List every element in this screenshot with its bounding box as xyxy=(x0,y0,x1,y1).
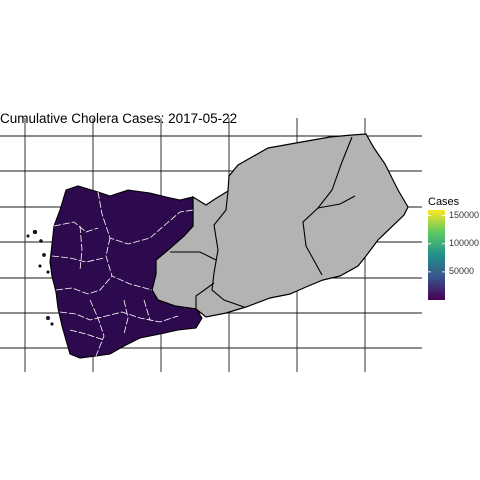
map-title: Cumulative Cholera Cases: 2017-05-22 xyxy=(0,111,238,126)
legend-label: 50000 xyxy=(449,265,475,276)
border-line xyxy=(211,190,245,308)
legend-title: Cases xyxy=(428,196,460,208)
border-line xyxy=(123,299,129,335)
island xyxy=(46,316,50,320)
island xyxy=(32,229,38,235)
legend-colorbar xyxy=(428,210,445,300)
island xyxy=(26,234,30,238)
border-line xyxy=(97,191,194,245)
border-line xyxy=(51,255,105,263)
border-line xyxy=(79,225,83,271)
legend-label: 150000 xyxy=(449,209,480,220)
border-line xyxy=(195,282,215,309)
border-line xyxy=(317,195,356,209)
island xyxy=(39,239,43,243)
border-line xyxy=(143,299,151,321)
border-line xyxy=(69,329,105,341)
affected-borders xyxy=(51,191,194,357)
islands xyxy=(26,229,54,326)
unaffected-borders xyxy=(170,136,356,309)
legend-label: 100000 xyxy=(449,237,480,248)
island xyxy=(46,270,50,274)
island xyxy=(38,264,42,268)
region-affected xyxy=(49,185,203,359)
legend-ticks xyxy=(428,215,445,273)
border-line xyxy=(59,311,179,323)
island xyxy=(42,253,46,257)
border-line xyxy=(55,275,113,295)
island xyxy=(50,322,54,326)
border-line xyxy=(89,299,105,357)
border-line xyxy=(170,251,217,261)
